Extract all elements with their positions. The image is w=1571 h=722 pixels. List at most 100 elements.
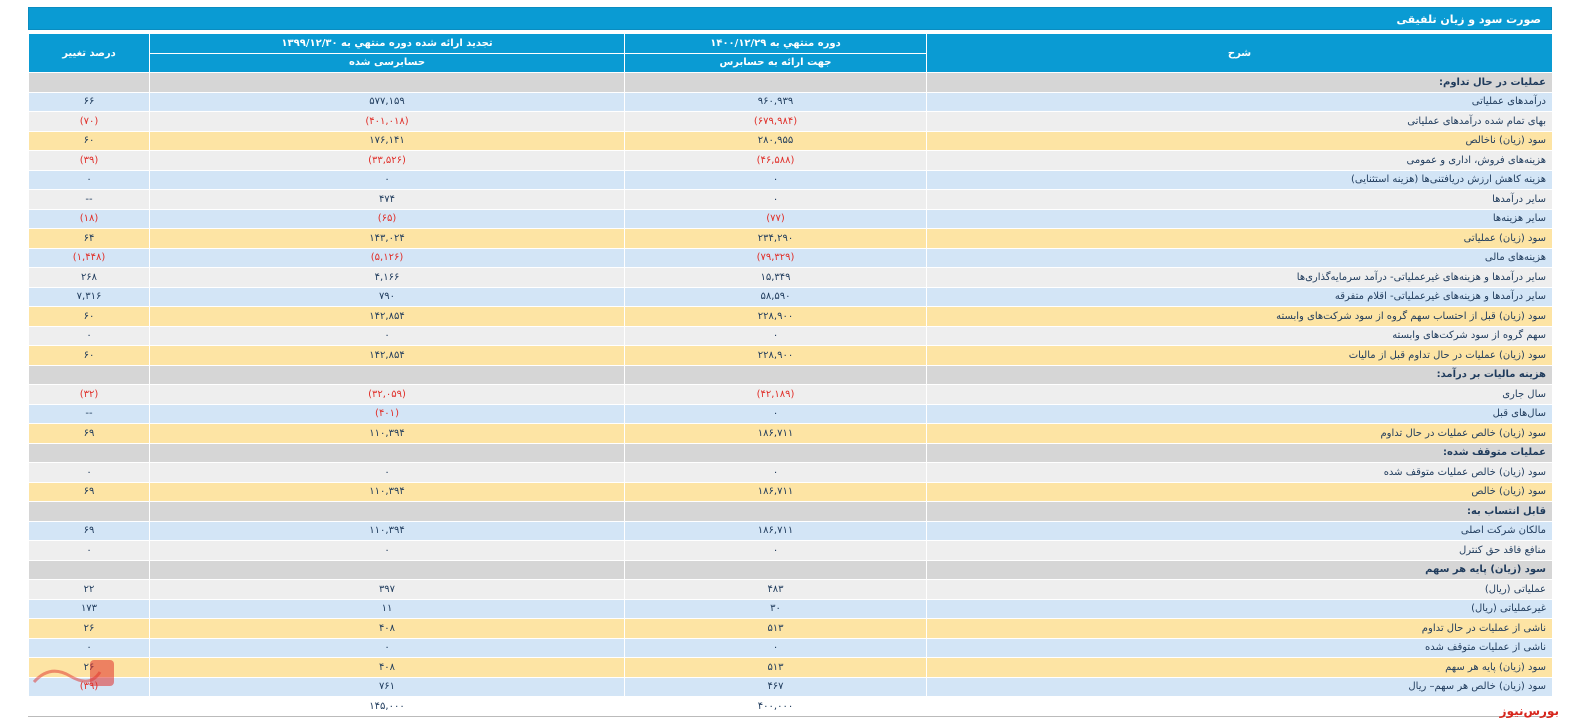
- table-row: سود (زیان) خالص عملیات متوقف شده ۰ ۰ ۰: [28, 462, 1553, 483]
- row-change-percent: [28, 442, 150, 463]
- row-description: عملیات در حال تداوم:: [926, 72, 1553, 93]
- row-current-value: ۵۱۳: [624, 657, 927, 678]
- table-row: سود (زیان) قبل از احتساب سهم گروه از سود…: [28, 306, 1553, 327]
- brand-label: بورس‌نیوز: [1499, 704, 1559, 718]
- row-description: سود (زیان) پایه هر سهم: [926, 559, 1553, 580]
- table-row: سایر درآمدها و هزینه‌های غیرعملیاتی- اقل…: [28, 286, 1553, 307]
- table-row: سایر هزینه‌ها (۷۷) (۶۵) (۱۸): [28, 208, 1553, 229]
- row-current-value: ۹۶۰,۹۳۹: [624, 91, 927, 112]
- row-previous-value: (۴۰۱): [149, 403, 625, 424]
- row-description: سایر درآمدها و هزینه‌های غیرعملیاتی- درآ…: [926, 267, 1553, 288]
- row-current-value: (۷۷): [624, 208, 927, 229]
- header-change-percent: درصد تغییر: [28, 33, 150, 73]
- row-change-percent: ۰: [28, 325, 150, 346]
- header-previous-sub: حسابرسی شده: [149, 52, 625, 73]
- row-current-value: ۰: [624, 325, 927, 346]
- row-description: درآمدهای عملیاتی: [926, 91, 1553, 112]
- row-change-percent: (۳۲): [28, 384, 150, 405]
- row-current-value: ۰: [624, 403, 927, 424]
- table-row: سود (زیان) خالص ۱۸۶,۷۱۱ ۱۱۰,۳۹۴ ۶۹: [28, 481, 1553, 502]
- table-row: هزینه‌های فروش، اداری و عمومی (۴۶,۵۸۸) (۳۳…: [28, 150, 1553, 171]
- row-current-value: ۰: [624, 540, 927, 561]
- row-description: سایر درآمدها و هزینه‌های غیرعملیاتی- اقل…: [926, 286, 1553, 307]
- row-previous-value: ۰: [149, 637, 625, 658]
- row-change-percent: (۱,۴۴۸): [28, 247, 150, 268]
- row-previous-value: [149, 364, 625, 385]
- row-current-value: ۲۲۸,۹۰۰: [624, 345, 927, 366]
- row-change-percent: ۷,۳۱۶: [28, 286, 150, 307]
- row-current-value: (۷۹,۳۲۹): [624, 247, 927, 268]
- row-previous-value: ۰: [149, 325, 625, 346]
- table-row: درآمدهای عملیاتی ۹۶۰,۹۳۹ ۵۷۷,۱۵۹ ۶۶: [28, 91, 1553, 112]
- row-description: [926, 696, 1553, 717]
- row-description: سال‌های قبل: [926, 403, 1553, 424]
- row-change-percent: [28, 364, 150, 385]
- row-description: سهم گروه از سود شرکت‌های وابسته: [926, 325, 1553, 346]
- table-row: ناشی از عملیات در حال تداوم ۵۱۳ ۴۰۸ ۲۶: [28, 618, 1553, 639]
- row-current-value: ۲۳۴,۲۹۰: [624, 228, 927, 249]
- row-current-value: ۳۰: [624, 598, 927, 619]
- row-current-value: ۴۶۷: [624, 676, 927, 697]
- row-change-percent: ۶۹: [28, 520, 150, 541]
- row-change-percent: [28, 696, 150, 717]
- row-description: عملیات متوقف شده:: [926, 442, 1553, 463]
- row-current-value: ۱۸۶,۷۱۱: [624, 520, 927, 541]
- row-description: سود (زیان) پایه هر سهم: [926, 657, 1553, 678]
- row-previous-value: ۱۱۰,۳۹۴: [149, 423, 625, 444]
- row-current-value: (۶۷۹,۹۸۴): [624, 111, 927, 132]
- row-change-percent: --: [28, 403, 150, 424]
- row-change-percent: [28, 501, 150, 522]
- table-row: سهم گروه از سود شرکت‌های وابسته ۰ ۰ ۰: [28, 325, 1553, 346]
- row-previous-value: ۰: [149, 540, 625, 561]
- row-description: سود (زیان) خالص عملیات متوقف شده: [926, 462, 1553, 483]
- statement-title: صورت سود و زیان تلفیقی: [28, 7, 1552, 30]
- row-change-percent: ۲۲: [28, 579, 150, 600]
- row-previous-value: ۰: [149, 169, 625, 190]
- row-previous-value: ۱۴۲,۸۵۴: [149, 306, 625, 327]
- row-description: سود (زیان) خالص: [926, 481, 1553, 502]
- row-description: ناشی از عملیات در حال تداوم: [926, 618, 1553, 639]
- row-previous-value: ۵۷۷,۱۵۹: [149, 91, 625, 112]
- row-description: عملیاتی (ریال): [926, 579, 1553, 600]
- row-description: سود (زیان) ناخالص: [926, 130, 1553, 151]
- row-previous-value: (۳۲,۰۵۹): [149, 384, 625, 405]
- table-row: هزینه کاهش ارزش دریافتنی‌ها (هزینه استثن…: [28, 169, 1553, 190]
- row-change-percent: ۶۴: [28, 228, 150, 249]
- row-current-value: ۱۸۶,۷۱۱: [624, 423, 927, 444]
- header-description: شرح: [926, 33, 1553, 73]
- statement-body: عملیات در حال تداوم: درآمدهای عملیاتی ۹۶۰,…: [28, 72, 1553, 717]
- header-current-period: دوره منتهي به ۱۴۰۰/۱۲/۲۹: [624, 33, 927, 54]
- row-previous-value: ۱۴۲,۸۵۴: [149, 345, 625, 366]
- table-row: ناشی از عملیات متوقف شده ۰ ۰ ۰: [28, 637, 1553, 658]
- row-change-percent: ۲۶: [28, 618, 150, 639]
- row-previous-value: (۵,۱۲۶): [149, 247, 625, 268]
- row-current-value: ۰: [624, 637, 927, 658]
- row-previous-value: ۱۱۰,۳۹۴: [149, 520, 625, 541]
- row-current-value: ۲۲۸,۹۰۰: [624, 306, 927, 327]
- header-current-sub: جهت ارائه به حسابرس: [624, 52, 927, 73]
- row-change-percent: ۶۹: [28, 423, 150, 444]
- row-description: منافع فاقد حق کنترل: [926, 540, 1553, 561]
- row-previous-value: ۰: [149, 462, 625, 483]
- section-row: قابل انتساب به:: [28, 501, 1553, 522]
- row-change-percent: ۶۰: [28, 306, 150, 327]
- row-description: سود (زیان) قبل از احتساب سهم گروه از سود…: [926, 306, 1553, 327]
- row-previous-value: (۶۵): [149, 208, 625, 229]
- table-row: غیرعملیاتی (ریال) ۳۰ ۱۱ ۱۷۳: [28, 598, 1553, 619]
- row-previous-value: [149, 442, 625, 463]
- row-current-value: (۴۶,۵۸۸): [624, 150, 927, 171]
- row-current-value: [624, 559, 927, 580]
- row-current-value: [624, 72, 927, 93]
- table-row: سود (زیان) ناخالص ۲۸۰,۹۵۵ ۱۷۶,۱۴۱ ۶۰: [28, 130, 1553, 151]
- row-previous-value: [149, 72, 625, 93]
- row-description: مالکان شرکت اصلی: [926, 520, 1553, 541]
- row-previous-value: ۱۷۶,۱۴۱: [149, 130, 625, 151]
- row-description: سود (زیان) خالص عملیات در حال تداوم: [926, 423, 1553, 444]
- row-change-percent: ۶۰: [28, 345, 150, 366]
- table-row: سایر درآمدها و هزینه‌های غیرعملیاتی- درآ…: [28, 267, 1553, 288]
- table-row: سود (زیان) پایه هر سهم ۵۱۳ ۴۰۸ ۲۶: [28, 657, 1553, 678]
- row-previous-value: ۴,۱۶۶: [149, 267, 625, 288]
- row-change-percent: --: [28, 189, 150, 210]
- row-previous-value: ۳۹۷: [149, 579, 625, 600]
- row-previous-value: ۴۰۸: [149, 657, 625, 678]
